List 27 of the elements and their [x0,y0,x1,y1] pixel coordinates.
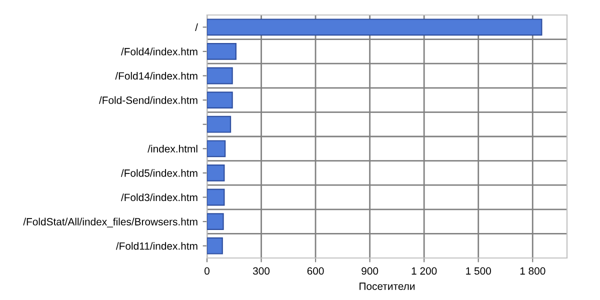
bar [207,43,236,60]
bar [207,188,225,206]
y-tick-label: /FoldStat/All/index_files/Browsers.htm [23,218,198,228]
y-tick-label: /Fold5/index.htm [120,169,198,177]
bar [207,92,233,109]
x-tick-label: 600 [307,267,324,275]
bar [207,140,226,158]
bar [207,213,224,230]
y-tick-label: /index.html [148,144,198,153]
y-tick-label: / [195,23,198,32]
x-tick-label: 1 200 [412,267,437,275]
y-tick-label: /Fold-Send/index.htm [98,96,198,104]
x-tick-label: 1 800 [520,267,546,275]
y-tick-label: /Fold3/index.htm [120,193,198,202]
bar [207,164,225,182]
y-tick-label: /Fold11/index.htm [116,242,198,250]
y-tick-label: /Fold14/index.htm [115,72,198,80]
bar [207,116,232,133]
x-axis-title: Посетители [360,282,415,290]
x-tick-label: 900 [362,267,378,275]
x-tick-label: 300 [252,267,270,275]
x-tick-label: 1 500 [466,267,491,275]
bar [207,18,542,36]
bar [207,67,233,84]
bar [207,237,223,254]
x-tick-label: 0 [204,267,210,275]
y-tick-label: /Fold4/index.htm [120,48,198,56]
